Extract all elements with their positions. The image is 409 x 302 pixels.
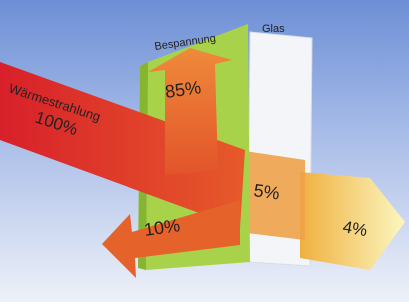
glass-label: Glas xyxy=(262,23,285,35)
inside-value: 5% xyxy=(252,180,281,203)
diagram: Wärmestrahlung 100% Bespannung 85% 10% G… xyxy=(0,0,409,302)
